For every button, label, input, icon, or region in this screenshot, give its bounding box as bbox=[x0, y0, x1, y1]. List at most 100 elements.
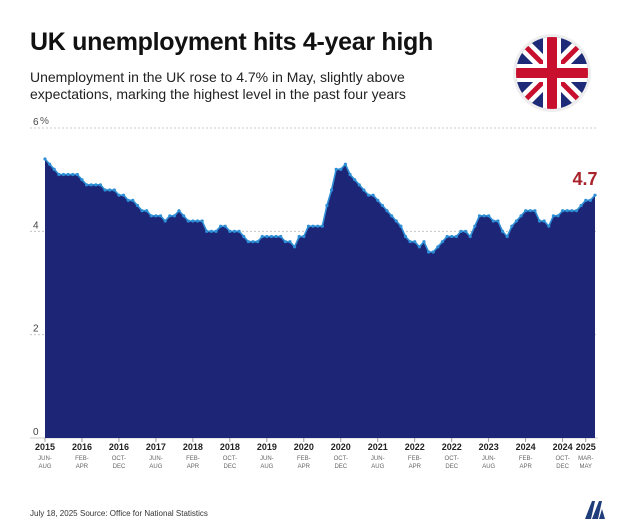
data-point bbox=[279, 234, 283, 239]
x-tick-period: AUG bbox=[260, 464, 273, 470]
data-point bbox=[306, 224, 311, 228]
x-tick-year: 2022 bbox=[405, 442, 425, 452]
data-point bbox=[232, 229, 237, 233]
data-point bbox=[533, 209, 537, 213]
data-point bbox=[52, 167, 56, 171]
data-point bbox=[524, 209, 528, 213]
data-point bbox=[325, 203, 329, 208]
data-point bbox=[463, 229, 468, 233]
data-point bbox=[440, 240, 445, 244]
x-tick-year: 2021 bbox=[368, 442, 388, 452]
x-tick-period: DEC bbox=[445, 464, 458, 470]
x-tick-year: 2025 bbox=[576, 442, 596, 452]
data-point bbox=[357, 183, 361, 187]
data-point bbox=[459, 229, 463, 233]
x-tick-period: FEB- bbox=[75, 456, 89, 462]
data-point bbox=[588, 198, 592, 202]
data-point bbox=[482, 214, 486, 218]
data-point bbox=[422, 240, 426, 244]
x-tick-period: JUN- bbox=[149, 456, 163, 462]
data-point bbox=[477, 214, 482, 218]
x-tick-period: FEB- bbox=[297, 456, 311, 462]
x-tick-period: OCT- bbox=[445, 456, 459, 462]
x-tick-period: JUN- bbox=[260, 456, 274, 462]
data-point bbox=[75, 172, 79, 177]
data-point bbox=[177, 209, 181, 213]
data-point bbox=[537, 219, 542, 223]
x-tick-period: AUG bbox=[38, 464, 51, 470]
data-point bbox=[135, 203, 140, 208]
x-tick-period: MAR- bbox=[578, 456, 593, 462]
x-tick-year: 2020 bbox=[294, 442, 314, 452]
data-point bbox=[154, 214, 158, 218]
data-point bbox=[556, 214, 560, 218]
data-point bbox=[496, 219, 500, 223]
x-tick-period: FEB- bbox=[186, 456, 200, 462]
x-tick-period: MAY bbox=[579, 464, 592, 470]
data-point bbox=[593, 193, 597, 197]
chart-title: UK unemployment hits 4-year high bbox=[30, 28, 433, 56]
x-tick-period: AUG bbox=[371, 464, 384, 470]
data-point bbox=[112, 188, 116, 192]
data-point bbox=[343, 162, 348, 166]
data-point bbox=[316, 224, 320, 228]
data-point bbox=[61, 172, 66, 177]
data-point bbox=[417, 245, 421, 249]
x-tick-period: APR bbox=[76, 464, 89, 470]
data-point bbox=[182, 214, 186, 218]
chart-subtitle: Unemployment in the UK rose to 4.7% in M… bbox=[30, 69, 406, 102]
data-point bbox=[468, 234, 472, 239]
data-point bbox=[205, 229, 209, 233]
data-point bbox=[292, 245, 297, 249]
data-point bbox=[108, 188, 112, 192]
footer-source: Source: Office for National Statistics bbox=[80, 509, 208, 518]
data-point bbox=[228, 229, 232, 233]
data-point bbox=[403, 234, 408, 239]
data-point bbox=[445, 234, 449, 239]
data-point bbox=[376, 198, 380, 202]
data-point bbox=[491, 219, 495, 223]
x-tick-year: 2018 bbox=[220, 442, 240, 452]
data-point bbox=[551, 214, 556, 218]
data-point bbox=[329, 188, 334, 192]
data-point bbox=[547, 224, 551, 228]
data-point bbox=[320, 224, 324, 228]
data-point bbox=[163, 219, 167, 223]
uk-flag-icon bbox=[513, 34, 591, 112]
data-point bbox=[200, 219, 204, 223]
data-point bbox=[542, 219, 546, 223]
data-point bbox=[427, 250, 431, 254]
data-point bbox=[297, 234, 301, 239]
x-tick-period: OCT- bbox=[555, 456, 569, 462]
data-point bbox=[251, 240, 255, 244]
data-point bbox=[574, 209, 579, 213]
data-point bbox=[510, 224, 514, 228]
data-point bbox=[454, 234, 458, 239]
x-tick-period: APR bbox=[187, 464, 200, 470]
data-point bbox=[186, 219, 190, 223]
data-point bbox=[214, 229, 218, 233]
data-point bbox=[223, 224, 227, 228]
data-point bbox=[43, 157, 47, 161]
data-point bbox=[57, 172, 61, 177]
x-tick-period: FEB- bbox=[519, 456, 533, 462]
data-point bbox=[394, 219, 398, 223]
x-tick-year: 2023 bbox=[479, 442, 499, 452]
x-tick-period: DEC bbox=[334, 464, 347, 470]
data-point bbox=[366, 193, 371, 197]
x-tick-year: 2020 bbox=[331, 442, 351, 452]
data-point bbox=[561, 209, 565, 213]
x-tick-period: AUG bbox=[482, 464, 495, 470]
x-tick-year: 2015 bbox=[35, 442, 55, 452]
data-point bbox=[519, 214, 523, 218]
x-tick-period: APR bbox=[520, 464, 533, 470]
data-point bbox=[362, 188, 366, 192]
data-point bbox=[237, 229, 241, 233]
data-point bbox=[339, 167, 343, 171]
data-point bbox=[584, 198, 588, 202]
data-point bbox=[168, 214, 172, 218]
x-tick-period: DEC bbox=[556, 464, 569, 470]
data-point bbox=[149, 214, 153, 218]
data-point bbox=[450, 234, 454, 239]
